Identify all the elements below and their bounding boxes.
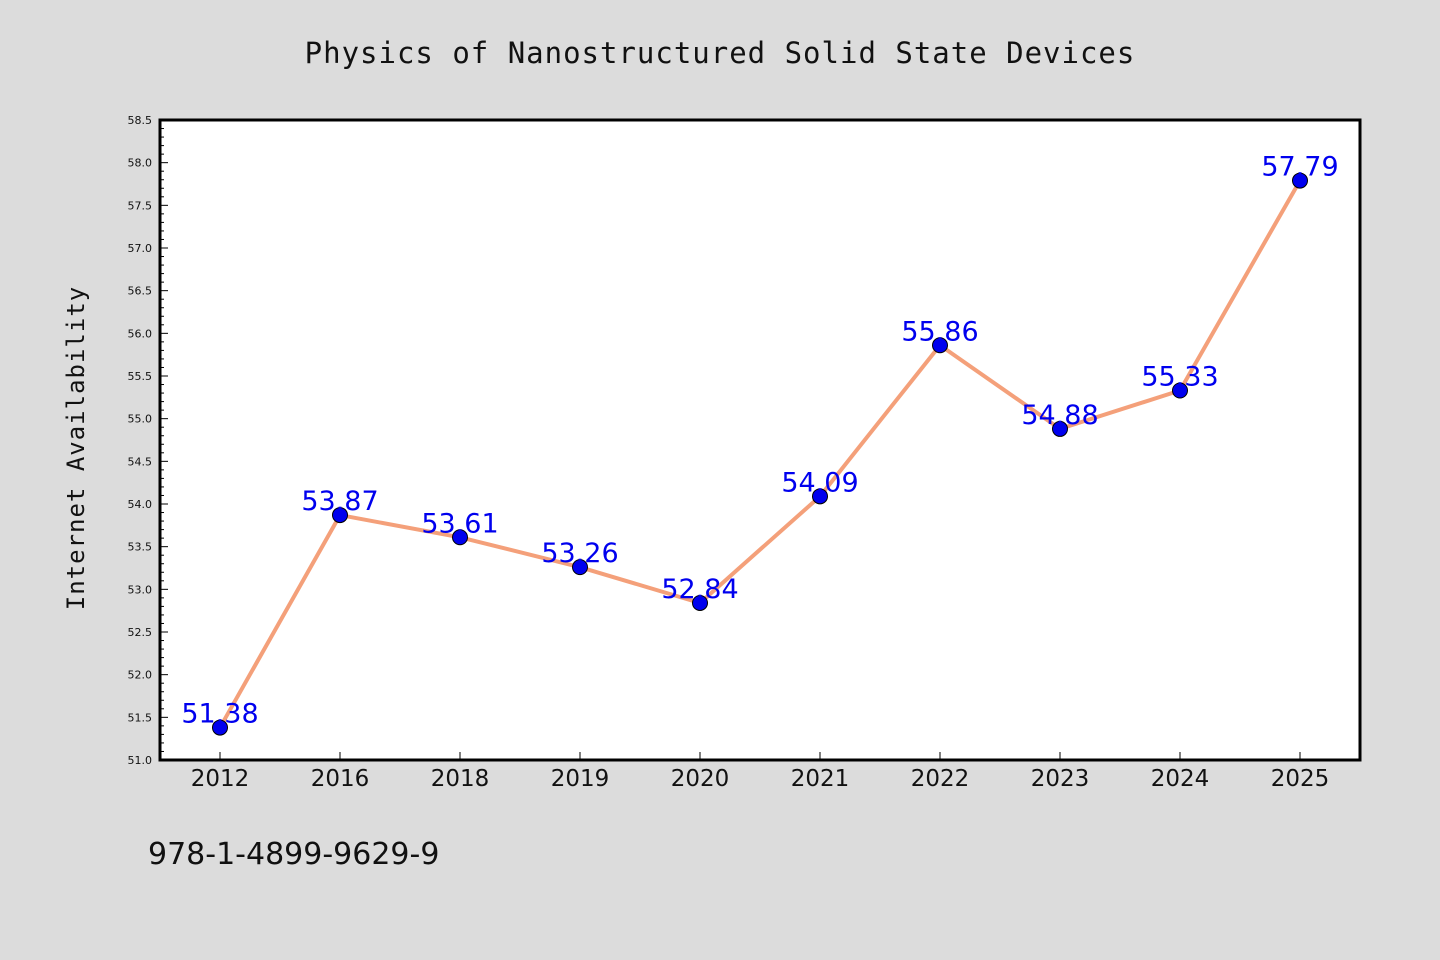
y-tick-label: 58.0 — [128, 157, 153, 170]
data-label: 55.33 — [1141, 362, 1218, 393]
y-tick-label: 57.5 — [128, 199, 153, 212]
y-tick-label: 55.5 — [128, 370, 153, 383]
x-tick-label: 2025 — [1271, 766, 1330, 792]
y-tick-label: 54.5 — [128, 455, 153, 468]
y-axis: 51.0 51.5 52.0 52.5 53.0 53.5 54.0 54.5 55.0 55.5… — [128, 114, 168, 767]
x-tick-label: 2023 — [1031, 766, 1090, 792]
y-tick-label: 53.5 — [128, 541, 153, 554]
data-label: 57.79 — [1261, 152, 1338, 183]
data-point — [332, 507, 348, 524]
x-tick-label: 2022 — [911, 766, 970, 792]
data-label: 51.38 — [181, 699, 258, 730]
x-tick-label: 2012 — [191, 766, 250, 792]
x-tick-label: 2016 — [311, 766, 370, 792]
y-tick-label: 53.0 — [128, 583, 153, 596]
x-tick-label: 2018 — [431, 766, 490, 792]
series-line — [218, 178, 1302, 730]
series-line-group: 51.38 53.87 53.61 53.26 52.84 54.09 55.86 54.88… — [181, 152, 1339, 736]
y-tick-label: 52.5 — [128, 626, 153, 639]
y-tick-label: 57.0 — [128, 242, 153, 255]
x-tick-label: 2021 — [791, 766, 850, 792]
y-tick-label: 51.5 — [128, 711, 153, 724]
y-tick-label: 56.0 — [128, 327, 153, 340]
data-label: 53.87 — [301, 486, 378, 517]
data-point — [212, 719, 228, 736]
y-tick-label: 56.5 — [128, 285, 153, 298]
data-point — [452, 529, 468, 546]
chart-title: Physics of Nanostructured Solid State De… — [305, 36, 1136, 70]
y-tick-label: 58.5 — [128, 114, 153, 127]
data-point — [1292, 172, 1308, 189]
x-tick-label: 2024 — [1151, 766, 1210, 792]
x-tick-label: 2019 — [551, 766, 610, 792]
data-label: 53.61 — [421, 508, 498, 539]
x-axis: 2012 2016 2018 2019 2020 2021 2022 2023 2024 2025 — [191, 752, 1330, 792]
y-tick-label: 55.0 — [128, 413, 153, 426]
y-axis-label: Internet Availability — [62, 286, 90, 610]
data-point — [812, 488, 828, 505]
data-point — [932, 337, 948, 354]
data-label: 53.26 — [541, 538, 618, 569]
data-label: 52.84 — [661, 574, 738, 605]
y-tick-label: 51.0 — [128, 754, 153, 767]
data-label: 54.88 — [1021, 400, 1098, 431]
data-label: 55.86 — [901, 316, 978, 347]
isbn-text: 978-1-4899-9629-9 — [148, 837, 439, 872]
data-point — [692, 594, 708, 611]
y-tick-label: 54.0 — [128, 498, 153, 511]
data-point — [1052, 420, 1068, 437]
data-point — [1172, 382, 1188, 399]
x-tick-label: 2020 — [671, 766, 730, 792]
data-label: 54.09 — [781, 467, 858, 498]
y-tick-label: 52.0 — [128, 669, 153, 682]
data-point — [572, 559, 588, 576]
plot-area — [158, 118, 1362, 762]
